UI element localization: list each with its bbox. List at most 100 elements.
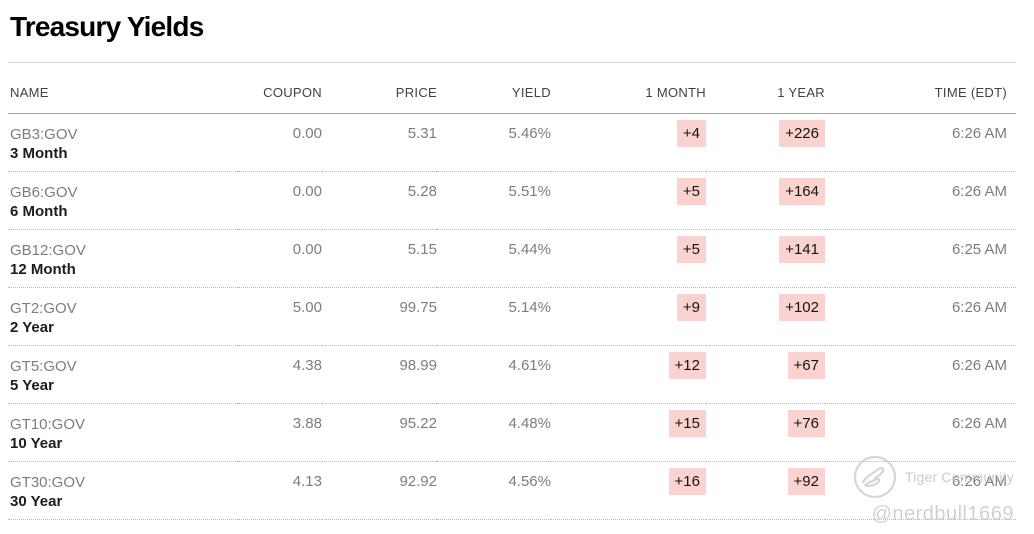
time-cell: 6:26 AM: [825, 171, 1016, 230]
name-cell: GT10:GOV 10 Year: [8, 403, 238, 462]
name-cell: GT30:GOV 30 Year: [8, 461, 238, 520]
security-link[interactable]: GT2:GOV 2 Year: [10, 299, 77, 338]
coupon-cell: 5.00: [238, 287, 322, 346]
security-link[interactable]: GT5:GOV 5 Year: [10, 357, 77, 396]
time-cell: 6:26 AM: [825, 461, 1016, 520]
time-cell: 6:26 AM: [825, 287, 1016, 346]
change-1-year-badge: +67: [787, 352, 825, 379]
change-1-year-badge: +76: [787, 410, 825, 437]
column-header-name: NAME: [8, 62, 238, 114]
table-row: GB3:GOV 3 Month 0.00 5.31 5.46% +4 +226 …: [8, 113, 1016, 172]
name-cell: GT5:GOV 5 Year: [8, 345, 238, 404]
change-1-year-badge: +164: [779, 178, 825, 205]
security-ticker: GT10:GOV: [10, 416, 86, 433]
price-cell: 5.28: [322, 171, 437, 230]
change-1-year-cell: +102: [706, 287, 825, 346]
security-name: 10 Year: [10, 435, 63, 452]
column-header-coupon: COUPON: [238, 62, 322, 114]
security-link[interactable]: GB12:GOV 12 Month: [10, 241, 86, 280]
treasury-yields-module: Treasury Yields NAME COUPON PRICE YIELD …: [8, 0, 1016, 520]
column-header-1-year: 1 YEAR: [706, 62, 825, 114]
yield-cell: 5.44%: [437, 229, 551, 288]
security-name: 3 Month: [10, 145, 68, 162]
change-1-month-badge: +5: [676, 178, 706, 205]
coupon-cell: 0.00: [238, 113, 322, 172]
yield-cell: 4.61%: [437, 345, 551, 404]
change-1-month-cell: +5: [551, 171, 706, 230]
change-1-month-badge: +4: [676, 120, 706, 147]
name-cell: GT2:GOV 2 Year: [8, 287, 238, 346]
security-ticker: GT30:GOV: [10, 474, 86, 491]
change-1-month-badge: +5: [676, 236, 706, 263]
change-1-month-badge: +9: [676, 294, 706, 321]
name-cell: GB6:GOV 6 Month: [8, 171, 238, 230]
change-1-year-cell: +92: [706, 461, 825, 520]
change-1-month-cell: +4: [551, 113, 706, 172]
security-ticker: GB12:GOV: [10, 242, 86, 259]
change-1-year-cell: +76: [706, 403, 825, 462]
treasury-yields-table: NAME COUPON PRICE YIELD 1 MONTH 1 YEAR T…: [8, 62, 1016, 520]
security-ticker: GT2:GOV: [10, 300, 77, 317]
change-1-month-cell: +5: [551, 229, 706, 288]
time-cell: 6:26 AM: [825, 345, 1016, 404]
table-header-row: NAME COUPON PRICE YIELD 1 MONTH 1 YEAR T…: [8, 62, 1016, 114]
change-1-year-cell: +67: [706, 345, 825, 404]
table-row: GT5:GOV 5 Year 4.38 98.99 4.61% +12 +67 …: [8, 345, 1016, 404]
yield-cell: 4.48%: [437, 403, 551, 462]
change-1-year-cell: +226: [706, 113, 825, 172]
security-link[interactable]: GB3:GOV 3 Month: [10, 125, 78, 164]
price-cell: 95.22: [322, 403, 437, 462]
price-cell: 99.75: [322, 287, 437, 346]
price-cell: 98.99: [322, 345, 437, 404]
column-header-yield: YIELD: [437, 62, 551, 114]
table-body: GB3:GOV 3 Month 0.00 5.31 5.46% +4 +226 …: [8, 113, 1016, 520]
security-name: 12 Month: [10, 261, 76, 278]
change-1-month-cell: +15: [551, 403, 706, 462]
yield-cell: 5.14%: [437, 287, 551, 346]
time-cell: 6:26 AM: [825, 113, 1016, 172]
change-1-month-badge: +12: [668, 352, 706, 379]
coupon-cell: 3.88: [238, 403, 322, 462]
yield-cell: 4.56%: [437, 461, 551, 520]
coupon-cell: 4.38: [238, 345, 322, 404]
change-1-month-cell: +12: [551, 345, 706, 404]
change-1-year-badge: +141: [779, 236, 825, 263]
coupon-cell: 0.00: [238, 171, 322, 230]
table-row: GT10:GOV 10 Year 3.88 95.22 4.48% +15 +7…: [8, 403, 1016, 462]
security-name: 5 Year: [10, 377, 54, 394]
column-header-time: TIME (EDT): [825, 62, 1016, 114]
change-1-month-cell: +9: [551, 287, 706, 346]
yield-cell: 5.46%: [437, 113, 551, 172]
security-name: 6 Month: [10, 203, 68, 220]
change-1-year-cell: +164: [706, 171, 825, 230]
time-cell: 6:25 AM: [825, 229, 1016, 288]
name-cell: GB3:GOV 3 Month: [8, 113, 238, 172]
security-ticker: GB6:GOV: [10, 184, 78, 201]
column-header-price: PRICE: [322, 62, 437, 114]
change-1-month-cell: +16: [551, 461, 706, 520]
table-row: GT2:GOV 2 Year 5.00 99.75 5.14% +9 +102 …: [8, 287, 1016, 346]
coupon-cell: 4.13: [238, 461, 322, 520]
security-ticker: GT5:GOV: [10, 358, 77, 375]
change-1-month-badge: +16: [668, 468, 706, 495]
table-row: GT30:GOV 30 Year 4.13 92.92 4.56% +16 +9…: [8, 461, 1016, 520]
price-cell: 92.92: [322, 461, 437, 520]
table-row: GB6:GOV 6 Month 0.00 5.28 5.51% +5 +164 …: [8, 171, 1016, 230]
security-ticker: GB3:GOV: [10, 126, 78, 143]
change-1-month-badge: +15: [668, 410, 706, 437]
price-cell: 5.31: [322, 113, 437, 172]
security-link[interactable]: GT30:GOV 30 Year: [10, 473, 85, 512]
change-1-year-cell: +141: [706, 229, 825, 288]
yield-cell: 5.51%: [437, 171, 551, 230]
security-link[interactable]: GT10:GOV 10 Year: [10, 415, 85, 454]
security-link[interactable]: GB6:GOV 6 Month: [10, 183, 78, 222]
page-title: Treasury Yields: [10, 11, 204, 42]
name-cell: GB12:GOV 12 Month: [8, 229, 238, 288]
table-row: GB12:GOV 12 Month 0.00 5.15 5.44% +5 +14…: [8, 229, 1016, 288]
time-cell: 6:26 AM: [825, 403, 1016, 462]
column-header-1-month: 1 MONTH: [551, 62, 706, 114]
security-name: 2 Year: [10, 319, 54, 336]
change-1-year-badge: +226: [779, 120, 825, 147]
security-name: 30 Year: [10, 493, 63, 510]
change-1-year-badge: +92: [787, 468, 825, 495]
